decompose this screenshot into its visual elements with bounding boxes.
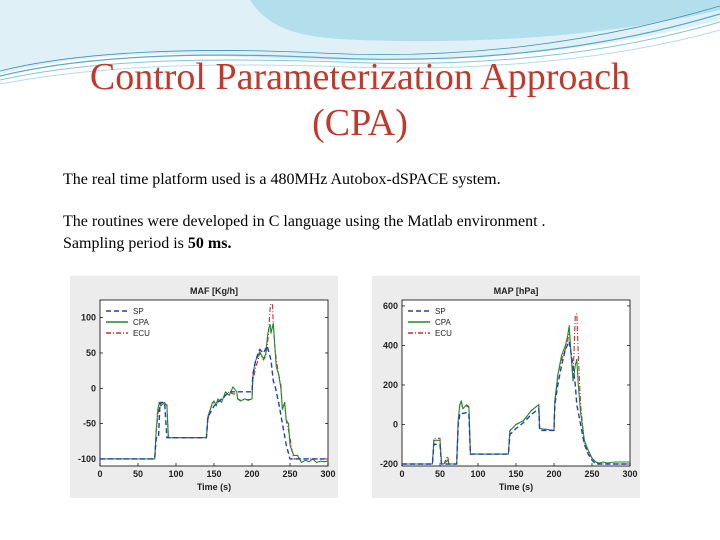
maf-legend-label-sp: SP [133, 307, 144, 316]
maf-xlabel: Time (s) [197, 482, 231, 492]
sampling-value: 50 ms. [188, 235, 232, 252]
map-legend-label-cpa: CPA [435, 318, 452, 327]
maf-ytick-label: -50 [83, 419, 96, 429]
map-title: MAP [hPa] [494, 286, 539, 296]
maf-legend-label-ecu: ECU [133, 329, 150, 338]
paragraph-routines: The routines were developed in C languag… [63, 212, 546, 232]
maf-xtick-label: 250 [282, 469, 297, 479]
maf-chart-container: MAF [Kg/h] 0 50 100 150 200 250 300 -100 -50 0 50 10… [70, 276, 338, 503]
map-xlabel: Time (s) [499, 482, 533, 492]
map-xtick-label: 150 [508, 469, 523, 479]
map-ytick-label: -200 [380, 459, 398, 469]
maf-chart: MAF [Kg/h] 0 50 100 150 200 250 300 -100 -50 0 50 10… [70, 276, 338, 498]
maf-ytick-label: -100 [78, 454, 96, 464]
maf-legend-label-cpa: CPA [133, 318, 150, 327]
map-xtick-label: 250 [584, 469, 599, 479]
map-ytick-label: 600 [383, 301, 398, 311]
map-xtick-label: 100 [470, 469, 485, 479]
map-legend-label-sp: SP [435, 307, 446, 316]
maf-ytick-label: 100 [81, 313, 96, 323]
maf-title: MAF [Kg/h] [190, 286, 238, 296]
paragraph-platform: The real time platform used is a 480MHz … [63, 170, 501, 190]
map-chart-container: MAP [hPa] 0 50 100 150 200 250 300 -200 0 200 400 60… [372, 276, 640, 503]
map-ytick-label: 400 [383, 340, 398, 350]
maf-ytick-label: 0 [91, 383, 96, 393]
map-xtick-label: 200 [546, 469, 561, 479]
maf-ytick-label: 50 [86, 348, 96, 358]
maf-xtick-label: 100 [168, 469, 183, 479]
sampling-prefix: Sampling period is [63, 235, 188, 252]
maf-xtick-label: 150 [206, 469, 221, 479]
maf-xtick-label: 200 [244, 469, 259, 479]
slide-title-line1: Control Parameterization Approach [0, 55, 720, 99]
maf-xtick-label: 50 [133, 469, 143, 479]
map-chart: MAP [hPa]0 50 100 150 200 250 300-200020040060… [372, 276, 640, 498]
map-xtick-label: 300 [622, 469, 637, 479]
paragraph-sampling: Sampling period is 50 ms. [63, 234, 231, 254]
map-legend-label-ecu: ECU [435, 329, 452, 338]
maf-xtick-label: 300 [320, 469, 335, 479]
map-ytick-label: 0 [393, 420, 398, 430]
map-xtick-label: 0 [399, 469, 404, 479]
maf-xtick-label: 0 [97, 469, 102, 479]
slide-title-line2: (CPA) [0, 101, 720, 145]
map-xtick-label: 50 [435, 469, 445, 479]
map-ytick-label: 200 [383, 380, 398, 390]
